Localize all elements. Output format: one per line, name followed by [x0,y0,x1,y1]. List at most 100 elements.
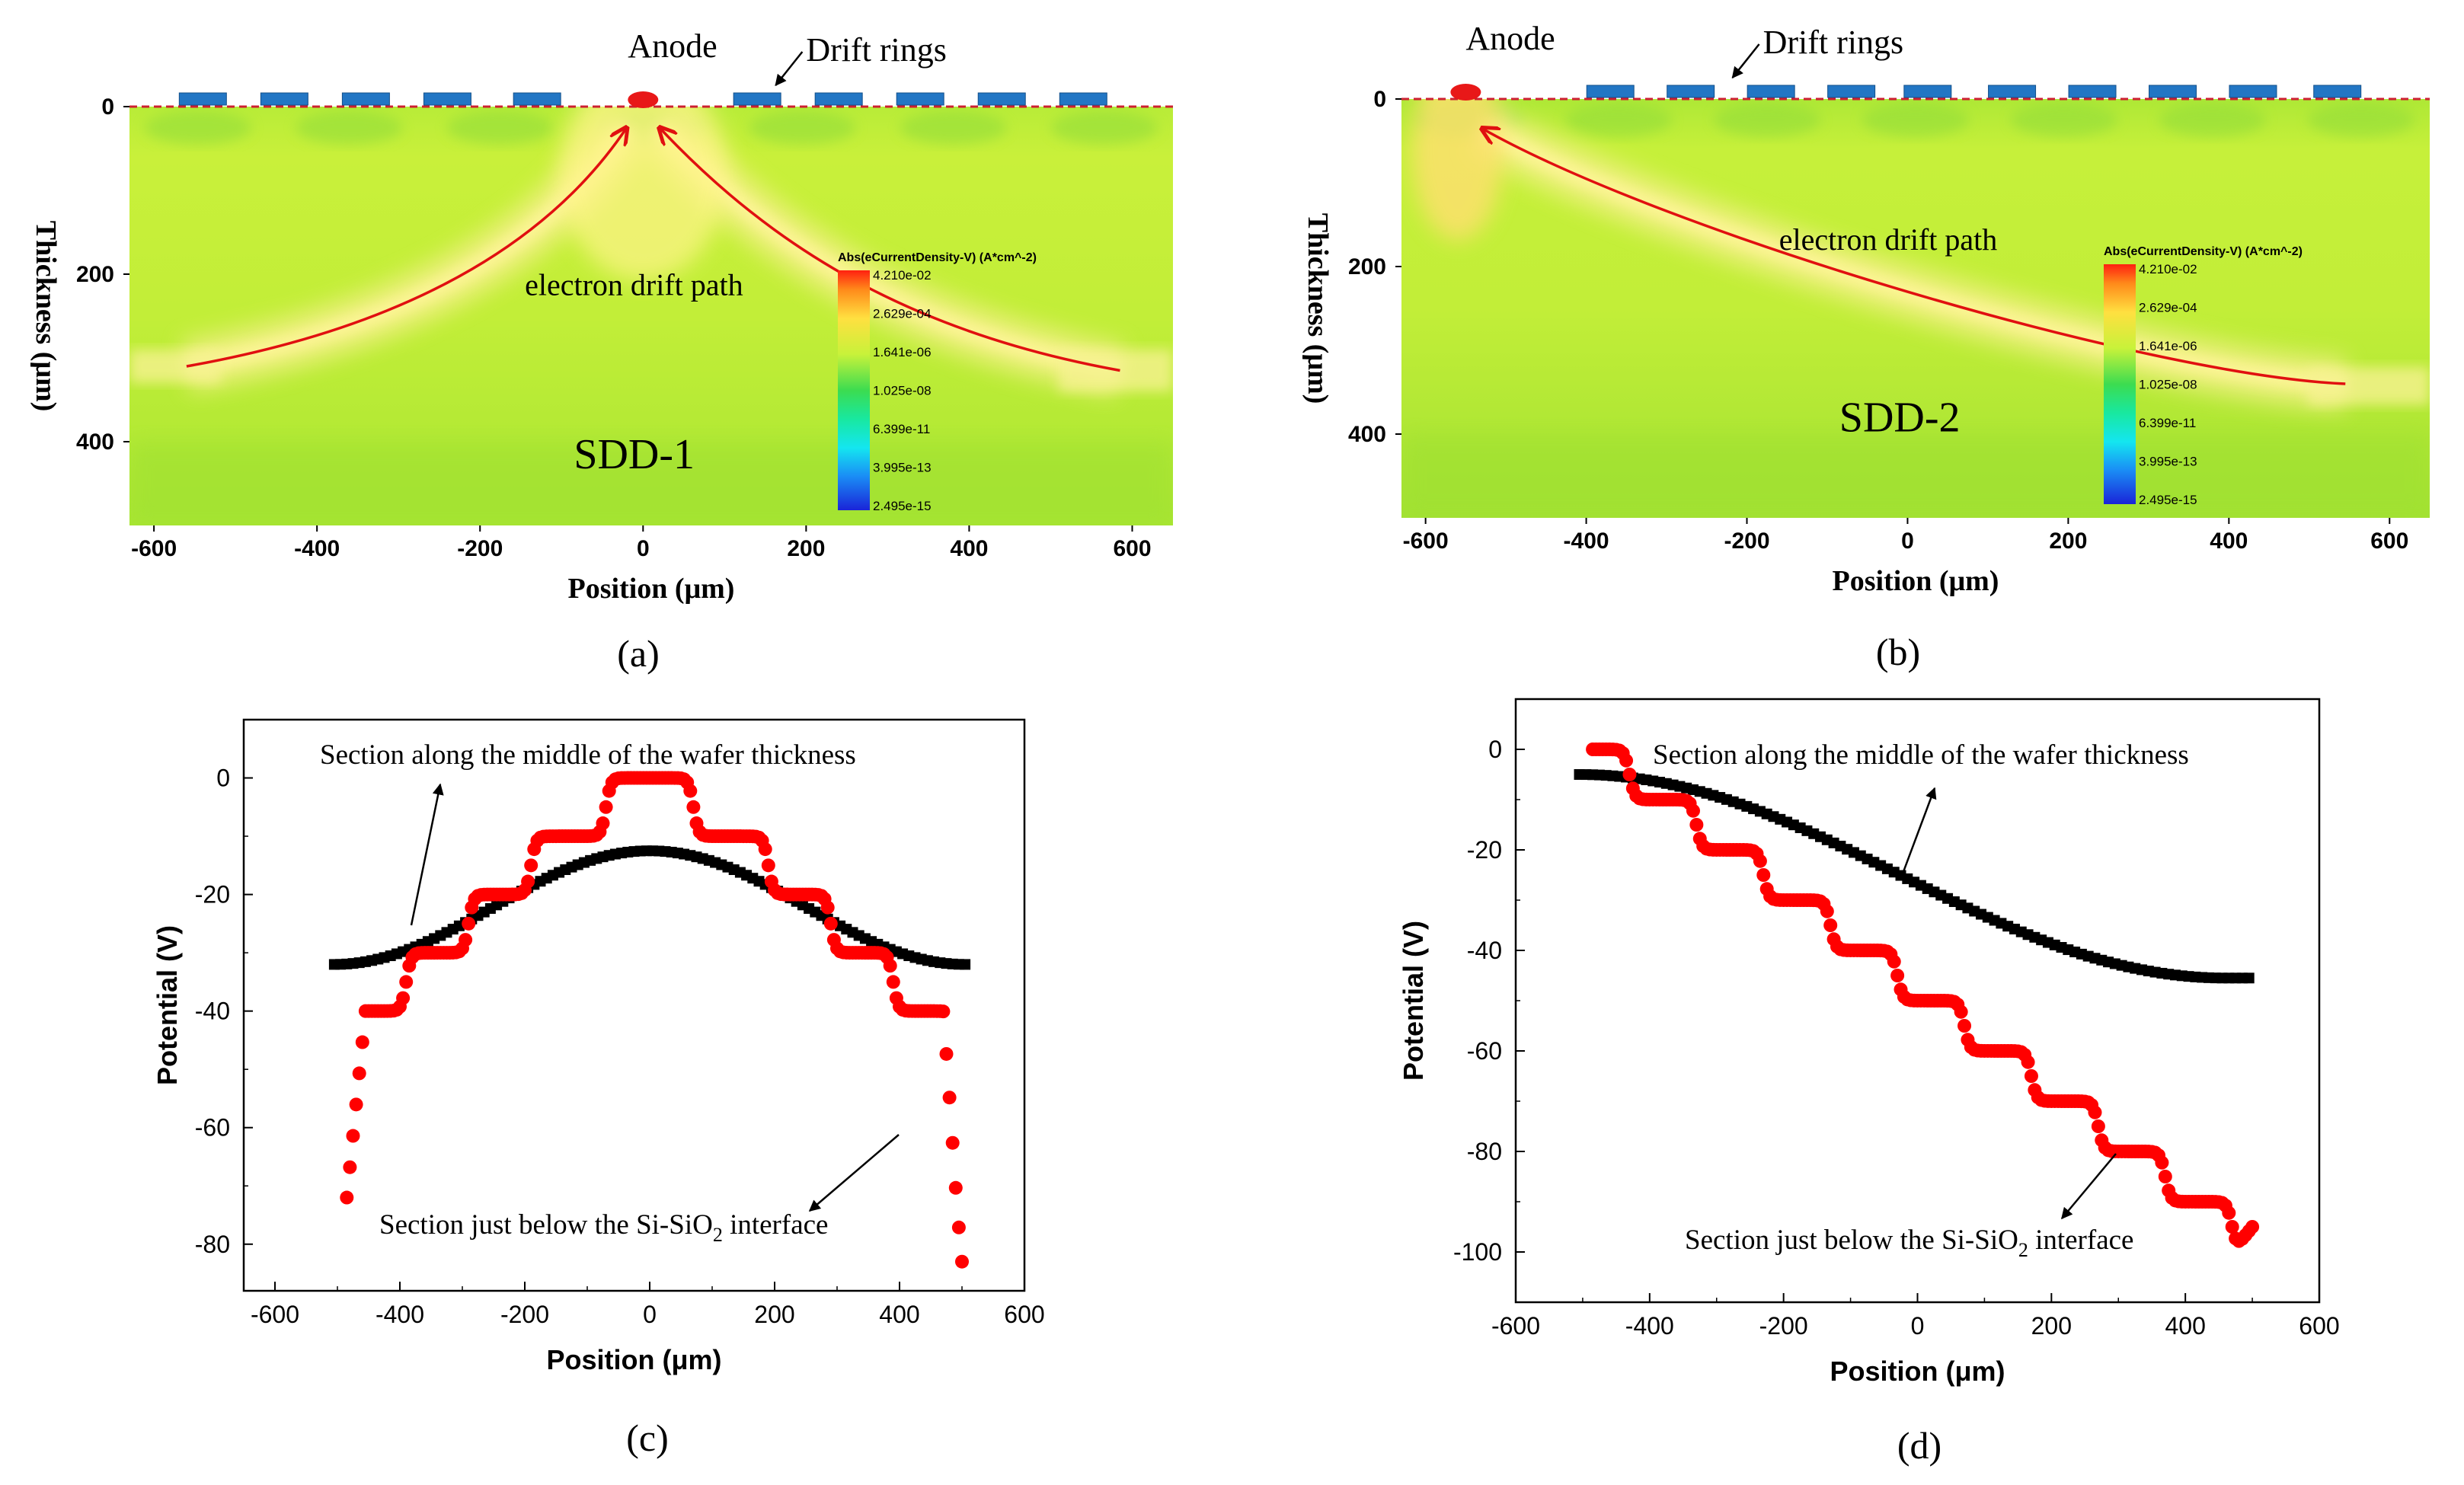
drift-ring [896,92,944,106]
y-tick-label: 0 [1488,736,1502,763]
annotation-text-part: Section just below the Si-SiO [1685,1225,2018,1256]
x-tick-label: -200 [1724,529,1769,554]
x-tick-label: 0 [643,1301,657,1328]
heatmap-bottom-band [1401,434,2430,518]
annotation-subscript: 2 [713,1224,723,1246]
annotation-subscript: 2 [2018,1239,2028,1261]
annotation-arrow-middle [410,783,444,926]
x-tick-label: -400 [1564,529,1609,554]
series-middle-section [1574,769,2255,984]
data-point [758,842,772,857]
heatmap-surface-patch [1565,103,1672,137]
panel-label: (b) [1876,631,1920,673]
colorbar-tick-label: 1.025e-08 [873,384,932,398]
data-point [1753,854,1767,868]
annotation-arrow-middle [1900,787,1937,877]
x-tick-label: -200 [457,536,503,561]
x-tick-label: 0 [1901,529,1914,554]
colorbar-tick-label: 4.210e-02 [2139,262,2197,276]
data-point [960,959,971,970]
data-point [936,1004,951,1019]
data-point [599,800,613,814]
annotation-text-part: interface [2028,1225,2134,1256]
x-tick-label: -400 [294,536,340,561]
heatmap-surface-patch [2159,103,2266,137]
data-point [2155,1155,2169,1170]
drift-ring [178,92,227,106]
data-point [942,1091,957,1105]
drift-ring [2229,85,2277,98]
drift-ring [733,92,781,106]
channel-edge-right [2308,367,2430,405]
heatmap-surface-patch [2011,103,2117,137]
annotation-text-part: interface [723,1209,829,1241]
data-point [1619,753,1634,768]
drift-ring [1988,85,2037,98]
electron-drift-path-label: electron drift path [525,268,743,302]
x-axis-title: Position (μm) [1833,565,1999,597]
heatmap-surface-patch [1714,103,1820,137]
colorbar-tick-label: 2.495e-15 [2139,493,2197,507]
drift-rings-label: Drift rings [1763,24,1904,61]
x-tick-label: 0 [1911,1312,1925,1340]
channel-edge-left [129,350,221,383]
x-axis-title: Position (μm) [546,1344,721,1375]
data-point [2245,1220,2260,1234]
colorbar-tick-label: 4.210e-02 [873,268,932,283]
electron-drift-path-main [1481,129,2346,385]
panel-label: (c) [626,1416,669,1459]
drift-rings-arrow [1731,43,1760,79]
heatmap-surface-patch [446,110,554,145]
colorbar-tick-label: 3.995e-13 [2139,455,2197,469]
drift-ring [2149,85,2197,98]
heatmap-surface-patch [2308,103,2414,137]
electron-drift-path-label: electron drift path [1779,222,1998,257]
colorbar-gradient [2104,264,2136,504]
data-point [2021,1055,2035,1069]
plot-frame [242,718,1026,1292]
colorbar-tick-label: 2.629e-04 [873,307,932,321]
panel-label: (d) [1897,1424,1941,1467]
y-axis-title: Thickness (μm) [1302,213,1334,404]
colorbar-tick-label: 1.641e-06 [873,345,932,359]
annotation-middle-section: Section along the middle of the wafer th… [1653,739,2189,771]
x-tick-label: 400 [2165,1312,2205,1340]
heatmap-surface-patch [1051,110,1158,145]
data-point [1823,918,1838,932]
drift-ring [1903,85,1952,98]
anode-label: Anode [628,27,717,65]
series-interface-section [1586,742,2260,1248]
data-point [524,858,539,873]
data-point [2091,1119,2105,1133]
x-axis-title: Position (μm) [568,573,735,605]
drift-ring [260,92,308,106]
y-tick-label: 0 [1373,87,1386,112]
potential-chart-c: -600 -400 -200 0 200 400 600 0 -20 -40 -60 -80 Posit… [152,718,1045,1459]
drift-ring [977,92,1026,106]
data-point [1954,1004,1968,1019]
x-tick-label: 400 [950,536,988,561]
y-tick-label: -20 [195,881,230,909]
anode [628,91,659,108]
y-axis-title: Potential (V) [152,925,183,1085]
data-point [596,816,610,831]
device-label: SDD-1 [574,431,695,478]
y-tick-label: 200 [1348,254,1386,279]
drift-ring [814,92,863,106]
data-point [2024,1069,2038,1083]
x-tick-label: -400 [1625,1312,1674,1340]
data-point [349,1097,363,1112]
colorbar-tick-label: 1.025e-08 [2139,378,2197,392]
y-tick-label: 0 [216,765,230,792]
drift-ring [1586,85,1635,98]
data-point [1957,1019,1972,1033]
data-point [352,1066,366,1081]
x-tick-label: 600 [2370,529,2408,554]
colorbar-tick-label: 2.495e-15 [873,499,932,513]
data-point [2225,1220,2239,1234]
data-point [951,1220,966,1234]
heatmap-surface-patch [296,110,403,145]
anode-label: Anode [1465,20,1555,57]
colorbar-tick-label: 6.399e-11 [2139,416,2196,430]
heatmap-bottom-band [129,442,1173,525]
